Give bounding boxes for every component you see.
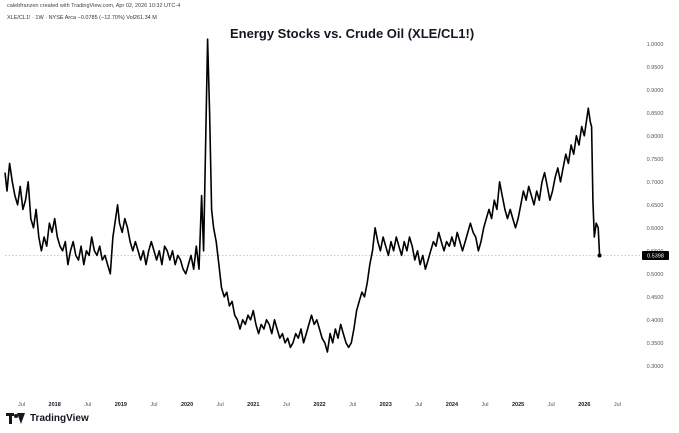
last-price-dot	[597, 253, 602, 258]
y-tick-label: 1.0000	[647, 42, 664, 48]
y-tick-label: 0.9500	[647, 65, 664, 71]
x-tick-label: 2021	[247, 402, 259, 408]
x-tick-label: Jul	[349, 402, 356, 408]
x-axis: Jul 2018 Jul 2019 Jul 2020 Jul 2021 Jul 2022 Jul 20…	[18, 402, 621, 408]
y-tick-label: 0.7000	[647, 180, 664, 186]
y-tick-label: 0.9000	[647, 88, 664, 94]
last-price-label: 0.5398	[642, 250, 669, 260]
y-tick-label: 0.6000	[647, 226, 664, 232]
tradingview-logo-icon	[6, 413, 26, 424]
x-tick-label: 2023	[380, 402, 392, 408]
x-tick-label: Jul	[415, 402, 422, 408]
symbol-legend: XLE/CL1! · 1W · NYSE Arca −0.0785 (−12.7…	[7, 15, 157, 21]
x-tick-label: 2020	[181, 402, 193, 408]
y-tick-label: 0.3500	[647, 341, 664, 347]
y-axis: 0.30000.35000.40000.45000.50000.55000.60…	[647, 42, 664, 370]
x-tick-label: Jul	[18, 402, 25, 408]
x-tick-label: 2018	[49, 402, 61, 408]
x-tick-label: Jul	[84, 402, 91, 408]
y-tick-label: 0.8500	[647, 111, 664, 117]
y-tick-label: 0.3000	[647, 364, 664, 370]
x-tick-label: Jul	[482, 402, 489, 408]
x-tick-label: Jul	[217, 402, 224, 408]
footer: TradingView	[6, 413, 89, 424]
x-tick-label: Jul	[150, 402, 157, 408]
x-tick-label: 2024	[446, 402, 459, 408]
y-tick-label: 0.5000	[647, 272, 664, 278]
y-tick-label: 0.4500	[647, 295, 664, 301]
brand-name: TradingView	[30, 413, 89, 424]
chart-title: Energy Stocks vs. Crude Oil (XLE/CL1!)	[230, 26, 475, 41]
y-tick-label: 0.4000	[647, 318, 664, 324]
x-tick-label: Jul	[283, 402, 290, 408]
y-tick-label: 0.8000	[647, 134, 664, 140]
x-tick-label: 2026	[578, 402, 590, 408]
chart-credit: calebfranzen created with TradingView.co…	[7, 3, 181, 9]
y-tick-label: 0.7500	[647, 157, 664, 163]
x-tick-label: 2022	[313, 402, 325, 408]
x-tick-label: Jul	[548, 402, 555, 408]
last-price-text: 0.5398	[647, 253, 664, 259]
x-tick-label: Jul	[614, 402, 621, 408]
y-tick-label: 0.6500	[647, 203, 664, 209]
x-tick-label: 2019	[115, 402, 127, 408]
series-line	[4, 38, 601, 353]
x-tick-label: 2025	[512, 402, 524, 408]
